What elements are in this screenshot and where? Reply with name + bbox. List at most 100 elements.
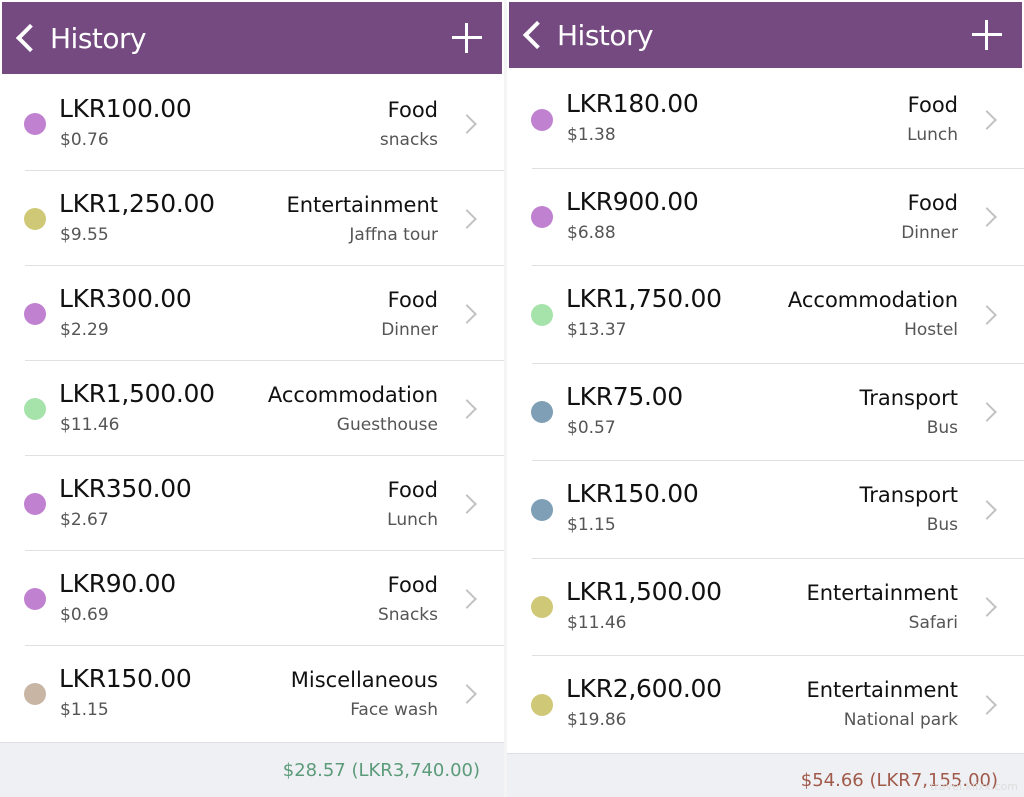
- chevron-right-icon: [457, 493, 477, 514]
- amount-usd: $0.57: [567, 417, 616, 438]
- expense-row[interactable]: LKR350.00 $2.67 Food Lunch: [0, 456, 504, 551]
- category-label: Food: [387, 573, 438, 597]
- expense-row[interactable]: LKR1,250.00 $9.55 Entertainment Jaffna t…: [0, 171, 504, 266]
- note-label: Bus: [926, 515, 958, 535]
- note-label: Face wash: [350, 700, 438, 720]
- back-button[interactable]: History: [12, 2, 147, 74]
- chevron-right-icon: [457, 208, 477, 229]
- category-dot-icon: [531, 401, 553, 424]
- note-label: Lunch: [387, 510, 438, 530]
- row-divider: [532, 265, 1024, 266]
- add-expense-button[interactable]: [452, 23, 482, 53]
- row-divider: [532, 362, 1024, 364]
- category-dot-icon: [24, 682, 46, 705]
- amount-usd: $9.55: [60, 225, 109, 245]
- category-dot-icon: [531, 596, 553, 619]
- expense-row[interactable]: LKR150.00 $1.15 Transport Bus: [507, 461, 1024, 559]
- chevron-right-icon: [977, 499, 997, 520]
- category-dot-icon: [24, 587, 46, 610]
- total-amount: $28.57 (LKR3,740.00): [282, 760, 480, 781]
- row-divider: [25, 645, 504, 646]
- amount-lkr: LKR150.00: [566, 479, 699, 508]
- amount-lkr: LKR75.00: [566, 381, 683, 411]
- navigation-bar: History: [2, 2, 502, 74]
- amount-lkr: LKR1,750.00: [566, 284, 722, 313]
- category-dot-icon: [531, 108, 553, 131]
- nav-title: History: [50, 21, 147, 55]
- note-label: Dinner: [381, 320, 438, 340]
- category-label: Accommodation: [787, 288, 958, 312]
- expense-list: LKR180.00 $1.38 Food Lunch LKR900.00 $6.…: [507, 71, 1024, 754]
- amount-lkr: LKR1,500.00: [59, 379, 215, 408]
- expense-row[interactable]: LKR100.00 $0.76 Food snacks: [0, 76, 504, 171]
- expense-row[interactable]: LKR75.00 $0.57 Transport Bus: [507, 363, 1024, 461]
- chevron-left-icon: [15, 23, 45, 53]
- chevron-right-icon: [977, 694, 997, 715]
- row-divider: [532, 557, 1024, 559]
- row-divider: [25, 550, 504, 551]
- category-dot-icon: [531, 303, 553, 326]
- expense-row[interactable]: LKR1,750.00 $13.37 Accommodation Hostel: [507, 266, 1024, 364]
- category-dot-icon: [24, 207, 46, 230]
- category-dot-icon: [24, 112, 46, 135]
- amount-usd: $11.46: [567, 612, 627, 633]
- expense-row[interactable]: LKR300.00 $2.29 Food Dinner: [0, 266, 504, 361]
- category-label: Food: [387, 98, 438, 122]
- amount-usd: $1.15: [567, 515, 616, 535]
- expense-row[interactable]: LKR180.00 $1.38 Food Lunch: [507, 71, 1024, 169]
- amount-usd: $0.69: [60, 605, 109, 625]
- amount-usd: $11.46: [60, 415, 120, 435]
- note-label: Snacks: [377, 605, 438, 625]
- panel-divider: [504, 0, 507, 797]
- expense-row[interactable]: LKR2,600.00 $19.86 Entertainment Nationa…: [507, 656, 1024, 754]
- amount-usd: $2.67: [60, 510, 109, 530]
- amount-lkr: LKR1,500.00: [566, 576, 722, 606]
- chevron-right-icon: [457, 588, 477, 609]
- chevron-right-icon: [977, 109, 997, 130]
- expense-row[interactable]: LKR1,500.00 $11.46 Accommodation Guestho…: [0, 361, 504, 456]
- expense-list: LKR100.00 $0.76 Food snacks LKR1,250.00 …: [0, 76, 504, 741]
- expense-row[interactable]: LKR90.00 $0.69 Food Snacks: [0, 551, 504, 646]
- category-label: Transport: [859, 483, 958, 507]
- expense-row[interactable]: LKR150.00 $1.15 Miscellaneous Face wash: [0, 646, 504, 741]
- history-screen-right: History LKR180.00 $1.38 Food Lunch LKR90…: [507, 0, 1024, 797]
- row-divider: [532, 460, 1024, 461]
- row-divider: [25, 170, 504, 171]
- amount-lkr: LKR100.00: [59, 94, 192, 123]
- amount-lkr: LKR300.00: [59, 284, 192, 313]
- history-screen-left: History LKR100.00 $0.76 Food snacks LKR1…: [0, 0, 504, 797]
- total-amount: $54.66 (LKR7,155.00): [800, 770, 998, 791]
- expense-row[interactable]: LKR1,500.00 $11.46 Entertainment Safari: [507, 558, 1024, 656]
- amount-lkr: LKR350.00: [59, 474, 192, 503]
- back-button[interactable]: History: [519, 2, 654, 68]
- category-label: Entertainment: [286, 193, 438, 217]
- category-dot-icon: [531, 693, 553, 716]
- note-label: Bus: [926, 417, 958, 438]
- category-dot-icon: [24, 492, 46, 515]
- note-label: Safari: [908, 612, 958, 633]
- watermark: travel.klixx.com: [930, 780, 1018, 793]
- note-label: Dinner: [901, 222, 958, 243]
- note-label: Lunch: [907, 125, 958, 145]
- chevron-right-icon: [977, 597, 997, 618]
- category-dot-icon: [531, 498, 553, 521]
- navigation-bar: History: [509, 2, 1022, 68]
- amount-usd: $0.76: [60, 130, 109, 150]
- chevron-right-icon: [977, 304, 997, 325]
- note-label: National park: [843, 710, 958, 730]
- amount-usd: $6.88: [567, 222, 616, 243]
- add-expense-button[interactable]: [972, 20, 1002, 50]
- amount-lkr: LKR180.00: [566, 89, 699, 118]
- chevron-right-icon: [457, 303, 477, 324]
- row-divider: [25, 455, 504, 456]
- category-label: Food: [907, 93, 958, 117]
- amount-lkr: LKR90.00: [59, 569, 176, 598]
- amount-lkr: LKR900.00: [566, 186, 699, 216]
- amount-usd: $1.15: [60, 700, 109, 720]
- nav-title: History: [557, 18, 654, 52]
- chevron-right-icon: [977, 207, 997, 228]
- category-dot-icon: [24, 302, 46, 325]
- row-divider: [25, 265, 504, 266]
- expense-row[interactable]: LKR900.00 $6.88 Food Dinner: [507, 168, 1024, 266]
- category-label: Miscellaneous: [290, 668, 438, 692]
